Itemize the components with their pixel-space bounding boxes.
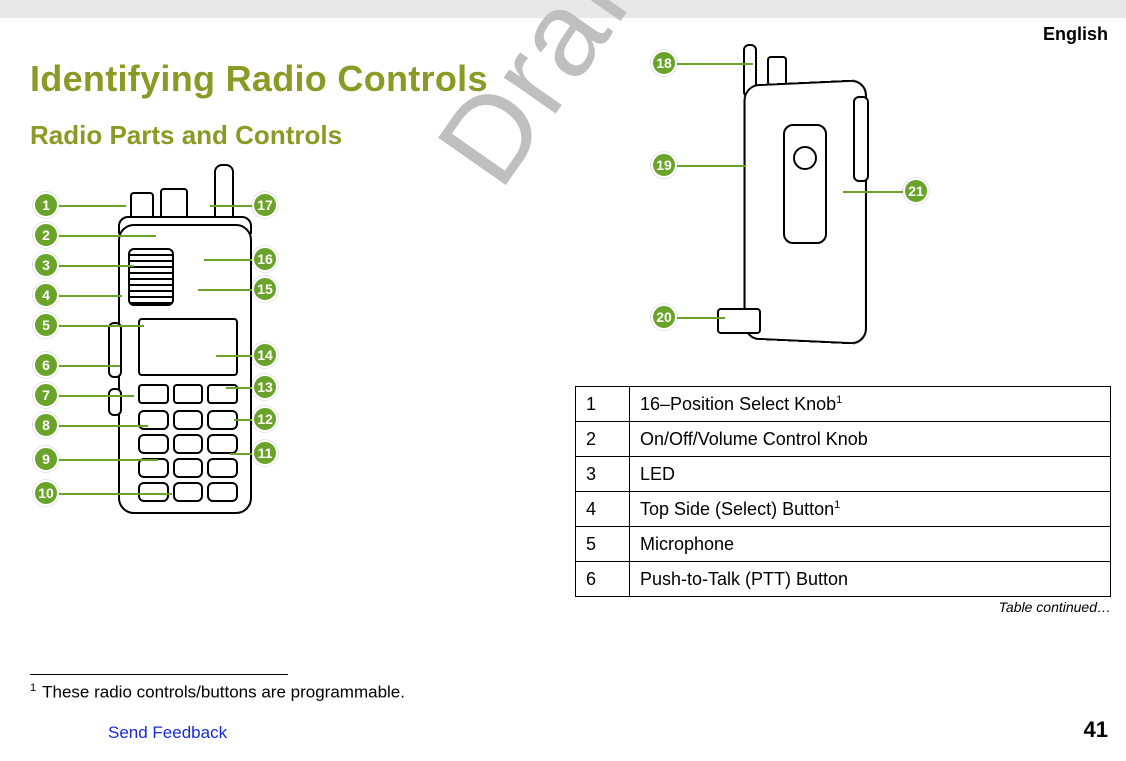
table-cell-num: 6 xyxy=(576,562,630,597)
table-cell-num: 1 xyxy=(576,387,630,422)
footnote-text: These radio controls/buttons are program… xyxy=(42,683,405,702)
callout-leader xyxy=(59,365,120,367)
radio-back-drawing: 18192120 xyxy=(649,50,845,358)
callout-leader xyxy=(198,289,252,291)
language-label: English xyxy=(1043,24,1108,45)
page-number: 41 xyxy=(1084,717,1108,743)
parts-table-wrap: 116–Position Select Knob12On/Off/Volume … xyxy=(575,386,1111,615)
callout-badge: 21 xyxy=(903,178,929,204)
table-cell-num: 5 xyxy=(576,527,630,562)
callout-leader xyxy=(677,165,745,167)
table-cell-desc: Push-to-Talk (PTT) Button xyxy=(630,562,1111,597)
radio-side-button-icon xyxy=(108,388,122,416)
callout-leader xyxy=(230,453,252,455)
callout-leader xyxy=(59,205,126,207)
superscript: 1 xyxy=(834,499,840,511)
callout-badge: 13 xyxy=(252,374,278,400)
superscript: 1 xyxy=(836,394,842,406)
table-row: 4Top Side (Select) Button1 xyxy=(576,492,1111,527)
table-cell-num: 2 xyxy=(576,422,630,457)
table-row: 6Push-to-Talk (PTT) Button xyxy=(576,562,1111,597)
callout-leader xyxy=(843,191,903,193)
table-cell-desc: On/Off/Volume Control Knob xyxy=(630,422,1111,457)
radio-screen-icon xyxy=(138,318,238,376)
radio-speaker-icon xyxy=(128,248,174,306)
callout-badge: 15 xyxy=(252,276,278,302)
radio-keypad-icon xyxy=(138,410,238,502)
callout-badge: 11 xyxy=(252,440,278,466)
footnote-number: 1 xyxy=(30,682,36,694)
callout-badge: 19 xyxy=(651,152,677,178)
callout-badge: 7 xyxy=(33,382,59,408)
callout-leader xyxy=(677,63,753,65)
callout-badge: 2 xyxy=(33,222,59,248)
callout-badge: 8 xyxy=(33,412,59,438)
table-continued-note: Table continued… xyxy=(575,599,1111,615)
main-title: Identifying Radio Controls xyxy=(30,58,488,100)
radio-ptt-icon xyxy=(108,322,122,378)
callout-leader xyxy=(59,459,158,461)
callout-badge: 4 xyxy=(33,282,59,308)
radio-belt-clip-icon xyxy=(783,124,827,244)
radio-softkeys-icon xyxy=(138,384,238,404)
right-column: 18192120 116–Position Select Knob12On/Of… xyxy=(575,50,1115,650)
callout-leader xyxy=(59,295,122,297)
callout-badge: 17 xyxy=(252,192,278,218)
callout-leader xyxy=(59,425,148,427)
callout-leader xyxy=(59,395,134,397)
callout-leader xyxy=(677,317,725,319)
page: English Identifying Radio Controls Radio… xyxy=(0,0,1126,761)
callout-leader xyxy=(234,419,252,421)
table-cell-desc: Top Side (Select) Button1 xyxy=(630,492,1111,527)
callout-badge: 20 xyxy=(651,304,677,330)
table-cell-desc: 16–Position Select Knob1 xyxy=(630,387,1111,422)
table-cell-desc: Microphone xyxy=(630,527,1111,562)
radio-clip-logo-icon xyxy=(793,146,817,170)
callout-badge: 1 xyxy=(33,192,59,218)
sub-title: Radio Parts and Controls xyxy=(30,120,342,151)
table-row: 3LED xyxy=(576,457,1111,492)
callout-leader xyxy=(216,355,252,357)
table-row: 2On/Off/Volume Control Knob xyxy=(576,422,1111,457)
parts-table: 116–Position Select Knob12On/Off/Volume … xyxy=(575,386,1111,597)
callout-leader xyxy=(59,265,134,267)
footnote: 1 These radio controls/buttons are progra… xyxy=(30,682,405,703)
radio-front-diagram: 1234567891017161514131211 xyxy=(30,168,550,568)
table-row: 116–Position Select Knob1 xyxy=(576,387,1111,422)
radio-back-knob-icon xyxy=(767,56,787,86)
callout-badge: 9 xyxy=(33,446,59,472)
callout-leader xyxy=(210,205,252,207)
radio-battery-latch-icon xyxy=(717,308,761,334)
callout-badge: 18 xyxy=(651,50,677,76)
table-cell-desc: LED xyxy=(630,457,1111,492)
send-feedback-link[interactable]: Send Feedback xyxy=(108,723,227,743)
table-row: 5Microphone xyxy=(576,527,1111,562)
table-cell-num: 4 xyxy=(576,492,630,527)
table-cell-num: 3 xyxy=(576,457,630,492)
callout-leader xyxy=(59,325,144,327)
header-bar xyxy=(0,0,1126,18)
callout-badge: 5 xyxy=(33,312,59,338)
callout-leader xyxy=(204,259,252,261)
callout-leader xyxy=(226,387,252,389)
callout-badge: 14 xyxy=(252,342,278,368)
callout-leader xyxy=(59,235,156,237)
callout-badge: 10 xyxy=(33,480,59,506)
callout-badge: 16 xyxy=(252,246,278,272)
footnote-rule xyxy=(30,674,288,675)
callout-badge: 3 xyxy=(33,252,59,278)
callout-badge: 6 xyxy=(33,352,59,378)
callout-leader xyxy=(59,493,172,495)
callout-badge: 12 xyxy=(252,406,278,432)
radio-connector-icon xyxy=(853,96,869,182)
